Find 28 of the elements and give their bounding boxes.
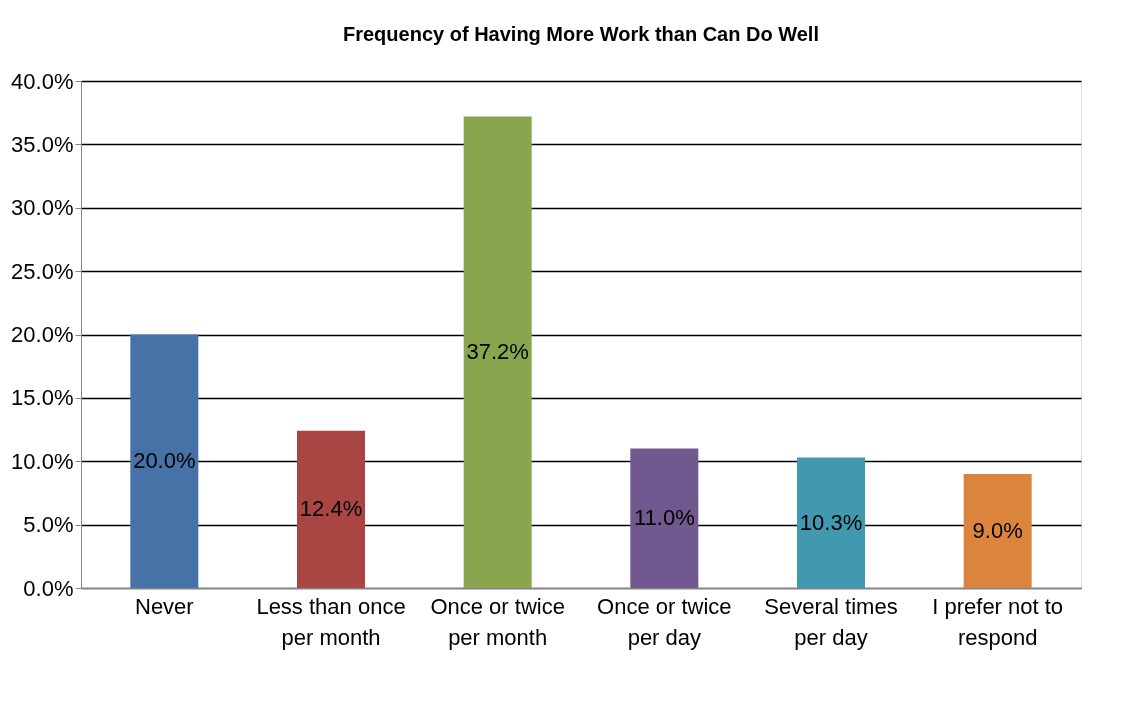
data-label: 20.0%: [133, 448, 196, 474]
x-tick-label: Never: [134, 593, 194, 619]
y-tick-label: 20.0%: [11, 322, 74, 347]
data-label: 9.0%: [972, 517, 1023, 543]
bar: [797, 457, 865, 588]
data-label: 10.3%: [799, 509, 863, 535]
y-tick-label: 40.0%: [11, 68, 74, 94]
y-tick-label: 5.0%: [23, 512, 74, 538]
bar: [463, 116, 532, 588]
x-tick-label: I prefer not to respond: [932, 593, 1064, 650]
bar: [630, 448, 699, 588]
x-tick-label: Several times per day: [764, 593, 898, 650]
bar: [963, 473, 1032, 588]
data-label: 37.2%: [466, 339, 529, 365]
data-label: 11.0%: [633, 505, 695, 531]
y-tick-label: 35.0%: [11, 131, 74, 157]
data-label: 12.4%: [299, 496, 363, 522]
y-tick-label: 0.0%: [23, 575, 74, 601]
y-tick-label: 10.0%: [11, 448, 74, 474]
y-tick-label: 15.0%: [11, 385, 74, 411]
bar: [130, 334, 199, 588]
x-tick-label: Once or twice per month: [430, 593, 565, 650]
y-tick-label: 30.0%: [11, 195, 74, 221]
bar: [297, 430, 365, 588]
chart-title: Frequency of Having More Work than Can Do Well: [343, 23, 819, 45]
x-tick-label: Less than once per month: [256, 593, 406, 650]
x-tick-label: Once or twice per day: [597, 593, 732, 650]
y-tick-label: 25.0%: [11, 258, 74, 284]
